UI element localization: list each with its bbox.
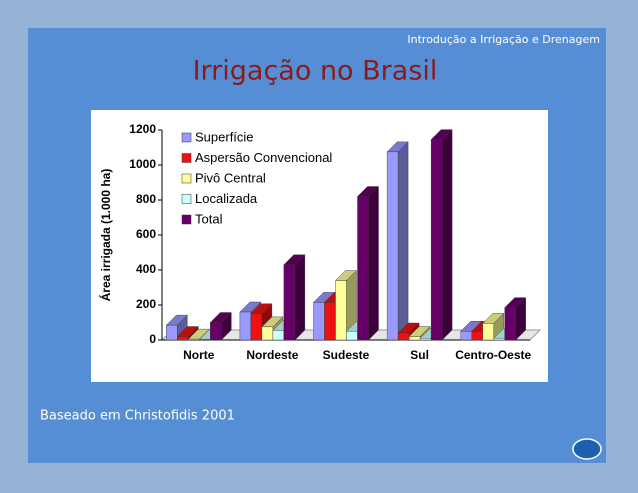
x-tick-label: Nordeste <box>246 348 299 362</box>
title: Irrigação no Brasil <box>193 56 438 87</box>
bar <box>386 151 399 341</box>
bar <box>419 338 432 341</box>
x-tick-label: Sudeste <box>322 348 370 362</box>
bar <box>482 323 494 341</box>
bar <box>188 338 200 341</box>
bar <box>408 336 421 341</box>
y-tick-label: 400 <box>136 262 156 276</box>
bar <box>283 264 296 341</box>
bar <box>335 280 347 341</box>
bar <box>397 332 410 341</box>
bar <box>313 302 325 341</box>
bar <box>493 338 505 341</box>
legend-swatch <box>181 214 192 225</box>
bar <box>324 302 336 341</box>
y-tick-label: 200 <box>136 297 156 311</box>
y-tick-label: 1000 <box>129 157 156 171</box>
legend-label: Localizada <box>195 191 258 206</box>
bar <box>504 307 516 341</box>
bar <box>250 313 263 341</box>
bar <box>239 311 252 341</box>
bar <box>471 331 483 341</box>
bar <box>261 326 274 341</box>
bar-side <box>368 186 379 341</box>
y-tick-label: 800 <box>136 192 156 206</box>
legend-swatch <box>181 153 192 163</box>
legend-label: Aspersão Convencional <box>195 150 332 165</box>
legend-label: Pivô Central <box>195 170 266 185</box>
bar-side <box>294 254 306 341</box>
bar-side <box>441 129 453 341</box>
y-tick-label: 1200 <box>129 122 156 136</box>
legend-label: Total <box>195 211 223 226</box>
bar <box>272 330 285 341</box>
legend-swatch <box>181 194 192 204</box>
logo <box>572 438 602 460</box>
bar <box>166 324 178 341</box>
x-tick-label: Centro-Oeste <box>455 348 532 362</box>
bar <box>346 331 358 341</box>
bar-side <box>397 141 409 341</box>
x-tick-label: Sul <box>410 348 429 362</box>
header: Introdução a Irrigação e Drenagem <box>407 33 600 46</box>
x-tick-label: Norte <box>183 348 215 362</box>
legend-label: Superfície <box>195 129 254 144</box>
bar <box>199 339 211 341</box>
bar <box>460 331 472 341</box>
legend-swatch <box>181 132 192 143</box>
bar <box>430 139 443 341</box>
bar <box>210 322 222 341</box>
y-axis-label: Área irrigada (1.000 ha) <box>98 169 113 302</box>
legend-swatch <box>181 173 192 184</box>
y-tick-label: 0 <box>149 332 156 346</box>
source: Baseado em Christofidis 2001 <box>40 409 235 424</box>
bar <box>177 336 189 341</box>
bar <box>357 196 369 341</box>
y-tick-label: 600 <box>136 227 156 241</box>
